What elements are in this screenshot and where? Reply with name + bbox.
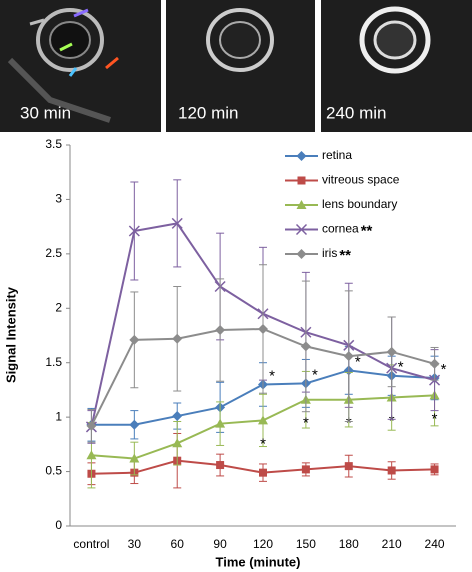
y-axis-title: Signal Intensity [3, 286, 18, 383]
x-tick-label: 120 [253, 537, 273, 551]
y-tick-label: 3 [55, 192, 62, 206]
arrow [68, 67, 78, 77]
significance-mark: * [389, 413, 395, 430]
x-tick-label: 60 [171, 537, 185, 551]
marker [172, 411, 183, 422]
marker [172, 333, 183, 344]
marker [128, 225, 140, 237]
y-tick-label: 1 [55, 409, 62, 423]
legend-item: lens boundary [285, 197, 397, 211]
image-label: 30 min [20, 103, 71, 122]
lens [219, 21, 261, 59]
significance-mark: * [441, 361, 447, 378]
marker [129, 334, 140, 345]
eye-outline [36, 8, 104, 72]
marker [344, 462, 353, 471]
marker [216, 461, 225, 470]
marker [296, 249, 307, 259]
series [86, 264, 440, 443]
eye-outline [359, 6, 431, 74]
significance-mark: * [312, 366, 318, 383]
image-label: 240 min [326, 103, 386, 122]
arrow [29, 18, 45, 26]
significance-mark: * [346, 415, 352, 432]
marker [129, 419, 140, 430]
marker [429, 358, 440, 369]
legend-item: retina [285, 148, 352, 162]
significance-mark: * [398, 359, 404, 376]
significance-mark: * [432, 410, 438, 427]
x-tick-label: control [73, 537, 109, 551]
legend-item: cornea ** [285, 222, 373, 239]
lens [49, 21, 91, 59]
eye-outline [206, 8, 274, 72]
legend-note: ** [339, 247, 351, 264]
significance-mark: * [303, 415, 309, 432]
lens [373, 20, 417, 60]
marker [172, 438, 183, 448]
marker [296, 200, 307, 209]
marker [297, 176, 306, 185]
x-tick-label: 150 [296, 537, 316, 551]
y-tick-label: 0 [55, 518, 62, 532]
x-tick-label: 30 [128, 537, 142, 551]
marker [86, 420, 97, 431]
marker [343, 351, 354, 362]
marker [259, 468, 267, 477]
marker [301, 465, 310, 474]
legend-note: ** [361, 222, 373, 239]
x-axis-title: Time (minute) [216, 554, 301, 569]
marker [296, 151, 307, 161]
marker [387, 466, 396, 475]
significance-mark: * [269, 367, 275, 384]
marker [430, 465, 439, 474]
y-tick-label: 3.5 [45, 137, 62, 151]
marker [129, 453, 140, 463]
legend-label: vitreous space [322, 173, 400, 187]
marker [258, 415, 268, 425]
y-tick-label: 1.5 [45, 355, 62, 369]
marker [300, 341, 311, 352]
marker [86, 450, 97, 460]
y-tick-label: 2 [55, 300, 62, 314]
legend-item: iris ** [285, 246, 351, 264]
image-label: 120 min [178, 103, 238, 122]
arrow [59, 42, 73, 52]
y-tick-label: 0.5 [45, 464, 62, 478]
x-tick-label: 240 [425, 537, 445, 551]
legend-item: vitreous space [285, 173, 400, 187]
tissue [7, 57, 111, 123]
marker [295, 223, 308, 236]
mri-panels: 30 min 120 min 240 min [0, 0, 472, 132]
legend-label: iris [322, 246, 337, 260]
marker [215, 325, 226, 336]
x-tick-label: 90 [213, 537, 227, 551]
marker [171, 217, 183, 229]
legend-label: retina [322, 148, 352, 162]
marker [386, 346, 397, 357]
legend-label: lens boundary [322, 197, 397, 211]
arrow [105, 56, 119, 70]
marker [258, 323, 268, 334]
significance-mark: * [355, 353, 361, 370]
marker [215, 418, 226, 428]
legend-label: cornea [322, 222, 359, 236]
y-tick-label: 2.5 [45, 246, 62, 260]
x-tick-label: 210 [382, 537, 402, 551]
x-tick-label: 180 [339, 537, 359, 551]
significance-mark: * [260, 435, 266, 452]
arrow [73, 8, 89, 18]
